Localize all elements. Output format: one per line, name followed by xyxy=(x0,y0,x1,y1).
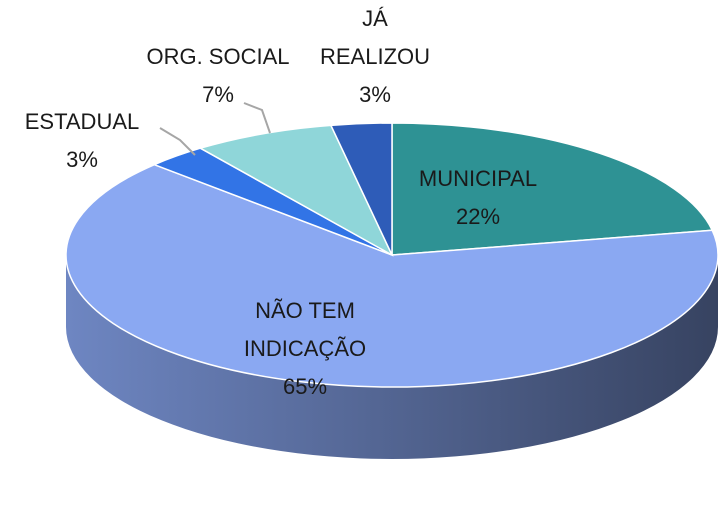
pie-side xyxy=(66,255,718,459)
category-label: NÃO TEM INDICAÇÃO xyxy=(243,298,367,361)
value-label: 65% xyxy=(282,374,328,399)
slice-label: MUNICIPAL 22% xyxy=(393,160,563,236)
leader-line xyxy=(243,102,271,134)
pie-slice xyxy=(65,163,719,388)
value-label: 22% xyxy=(455,204,501,229)
leader-line xyxy=(159,127,196,156)
category-label: ESTADUAL xyxy=(24,109,140,134)
category-label: MUNICIPAL xyxy=(418,166,538,191)
category-label: JÁ REALIZOU xyxy=(320,6,431,69)
category-label: ORG. SOCIAL xyxy=(146,44,290,69)
pie-slice xyxy=(329,122,393,256)
slice-label: ESTADUAL 3% xyxy=(7,103,157,179)
value-label: 3% xyxy=(359,82,391,107)
pie-slice xyxy=(391,122,714,256)
pie-slice xyxy=(198,124,394,257)
slice-label: ORG. SOCIAL 7% xyxy=(128,38,308,114)
value-label: 3% xyxy=(66,147,98,172)
value-label: 7% xyxy=(202,82,234,107)
slice-label: JÁ REALIZOU 3% xyxy=(320,0,430,114)
slice-label: NÃO TEM INDICAÇÃO 65% xyxy=(225,292,385,406)
